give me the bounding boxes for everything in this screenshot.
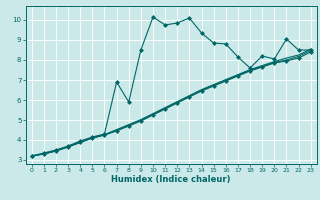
X-axis label: Humidex (Indice chaleur): Humidex (Indice chaleur) — [111, 175, 231, 184]
